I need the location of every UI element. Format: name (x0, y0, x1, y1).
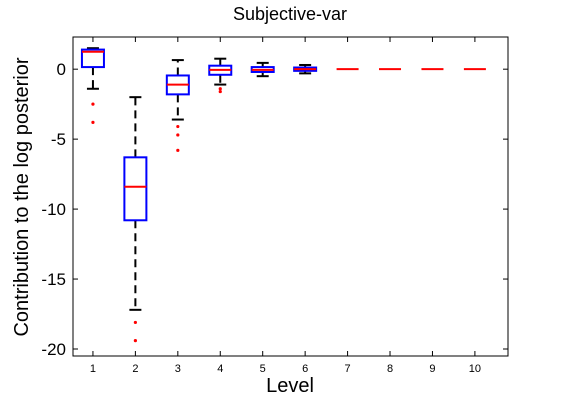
x-tick-label: 3 (175, 363, 181, 375)
outlier-point (218, 87, 222, 91)
outlier-point (176, 124, 180, 129)
outlier-point (133, 339, 137, 343)
x-tick-label: 1 (90, 363, 96, 375)
outlier-point (218, 89, 222, 94)
x-tick-label: 9 (429, 363, 435, 375)
chart-title: Subjective-var (233, 4, 347, 24)
x-tick-label: 8 (387, 363, 393, 375)
x-tick-label: 7 (345, 363, 351, 375)
y-tick-label: 0 (57, 60, 66, 79)
y-axis-title: Contribution to the log posterior (11, 57, 33, 336)
plot-area: 0 -5 -10 -15 -20 1 2 3 4 5 6 7 8 9 10 (41, 36, 509, 375)
x-axis-title: Level (266, 375, 314, 397)
outlier-point (133, 320, 137, 325)
box-iqr (80, 48, 105, 69)
outlier-point (176, 148, 180, 152)
outlier-point (91, 120, 95, 124)
outlier-point (176, 133, 180, 137)
x-tick-label: 4 (217, 363, 223, 375)
x-tick-label: 2 (132, 363, 138, 375)
x-tick-label: 5 (260, 363, 266, 375)
y-tick-label: -15 (41, 270, 66, 289)
y-tick-label: -20 (41, 340, 66, 359)
y-tick-label: -10 (41, 200, 66, 219)
x-tick-label: 6 (302, 363, 308, 375)
box-iqr (123, 156, 148, 222)
y-tick-label: -5 (51, 130, 66, 149)
plot-frame (72, 36, 509, 357)
x-tick-label: 10 (469, 363, 481, 375)
outlier-point (91, 102, 95, 106)
